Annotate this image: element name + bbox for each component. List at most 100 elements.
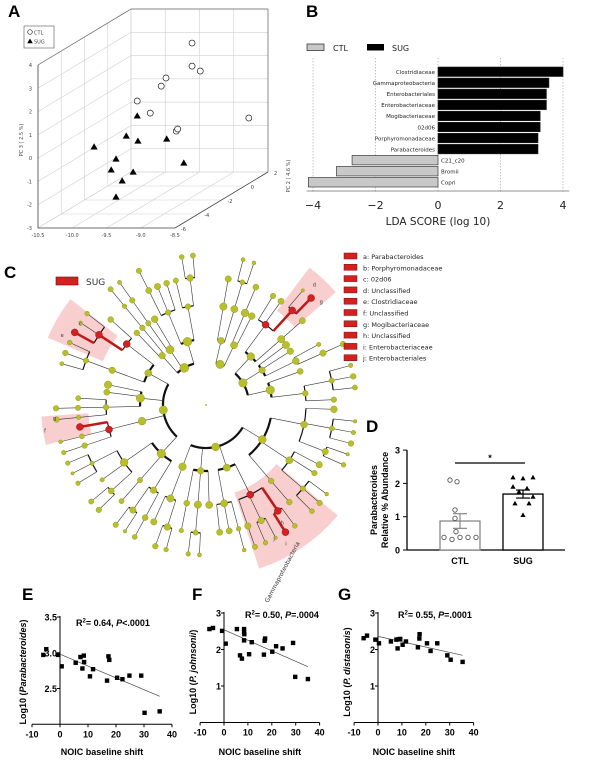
clade-letter: c: [79, 321, 82, 327]
x-tick-label: 10: [397, 728, 407, 738]
taxon-node: [302, 390, 309, 397]
taxon-node: [258, 366, 266, 374]
data-point: [242, 631, 247, 637]
branch-line: [247, 525, 256, 547]
branch-line: [261, 487, 279, 512]
taxon-node: [273, 535, 278, 540]
data-point: [237, 653, 243, 658]
branch-line: [237, 259, 244, 282]
branch-line: [65, 352, 87, 361]
x-tick-label: 0: [435, 199, 442, 212]
z-tick-label: -4: [204, 213, 209, 219]
data-point: [280, 646, 285, 651]
branch-line: [132, 486, 150, 511]
y-tick-label: -2: [27, 203, 32, 209]
taxon-node: [75, 480, 81, 486]
taxon-node: [166, 494, 175, 503]
branch-line: [270, 480, 290, 503]
branch-line: [78, 406, 107, 409]
y-tick-label: 0: [29, 156, 32, 162]
branch-line: [61, 363, 84, 371]
panel-label-c: C: [4, 263, 16, 282]
y-tick-label: 3: [370, 609, 375, 619]
r2-value: = 0.64,: [86, 618, 116, 628]
sug-point: [107, 166, 115, 173]
key-swatch: [343, 320, 358, 328]
key-item: d: Unclassified: [363, 287, 410, 295]
regression-annotation: R2= 0.50, P=.0004: [245, 610, 319, 620]
taxon-node: [79, 433, 85, 440]
taxon-node: [316, 499, 323, 506]
lda-bar-label: Enterobacteriales: [387, 92, 436, 98]
data-point: [73, 660, 78, 665]
branch-line: [207, 470, 210, 505]
data-point: [270, 649, 275, 654]
data-point: [445, 653, 450, 658]
branch-line: [138, 270, 150, 291]
branch-line: [60, 436, 82, 443]
category-label: SUG: [513, 556, 533, 566]
branch-line: [281, 507, 296, 527]
taxon-node: [178, 462, 187, 471]
x-tick-label: 2: [497, 199, 504, 212]
x-tick-label: 40: [315, 728, 325, 738]
x-tick-label: 40: [469, 728, 479, 738]
branch-line: [199, 532, 201, 555]
branch-line: [72, 463, 93, 474]
branch-line: [91, 487, 109, 502]
taxon-node: [286, 499, 293, 506]
x-tick-label: 0: [375, 728, 380, 738]
z-tick-label: -2: [228, 199, 233, 205]
lda-bar-label: Clostridiaceae: [396, 70, 436, 76]
y-axis-label: Log10 (Parabacteroides): [18, 619, 28, 724]
data-point: [241, 638, 247, 643]
highlight-wedge: [41, 413, 92, 445]
taxon-node: [81, 442, 88, 449]
taxon-node: [224, 275, 232, 283]
p-label: P: [285, 610, 292, 620]
taxon-node: [83, 357, 89, 364]
sug-point: [90, 143, 98, 150]
highlighted-node: [274, 507, 282, 515]
taxon-node: [99, 477, 105, 483]
taxon-node: [351, 430, 356, 435]
taxon-node: [150, 486, 158, 494]
branch-line: [67, 454, 89, 464]
regression-line: [223, 629, 309, 667]
ctl-point: [188, 39, 196, 47]
branch-line: [200, 447, 203, 471]
y-tick-label: 4: [29, 63, 32, 69]
branch-line: [124, 512, 138, 532]
taxon-node: [222, 463, 231, 472]
branch-line: [112, 370, 145, 383]
lda-bar: [336, 166, 439, 177]
branch-line: [231, 312, 246, 345]
r-superscript: 2: [252, 611, 256, 617]
branch-line: [157, 286, 169, 313]
lda-bar-label: Gammaproteobacteria: [373, 81, 435, 87]
taxon-node: [252, 283, 260, 291]
taxon-node: [150, 518, 158, 526]
taxon-node: [238, 378, 248, 388]
branch-line: [217, 306, 224, 341]
key-item: b: Porphyromonadaceae: [363, 264, 442, 272]
x-tick-label: 30: [291, 728, 301, 738]
data-point: [403, 639, 409, 644]
branch-line: [167, 312, 182, 345]
x-tick-label: 30: [445, 728, 455, 738]
data-point: [428, 648, 433, 654]
taxon-node: [179, 363, 189, 373]
branch-line: [216, 504, 220, 533]
branch-line: [101, 463, 126, 481]
taxon-node: [172, 277, 179, 284]
branch-line: [288, 290, 304, 308]
x-axis-label: NOIC baseline shift: [373, 747, 456, 757]
y-label-taxon: Parabacteroides: [18, 622, 28, 692]
branch-arc: [190, 426, 244, 450]
branch-line: [161, 355, 178, 374]
x-tick-label: 40: [167, 729, 177, 739]
taxon-node: [144, 369, 152, 377]
x-tick-label: −4: [305, 199, 321, 212]
branch-line: [142, 327, 165, 355]
lda-bar: [437, 99, 547, 110]
